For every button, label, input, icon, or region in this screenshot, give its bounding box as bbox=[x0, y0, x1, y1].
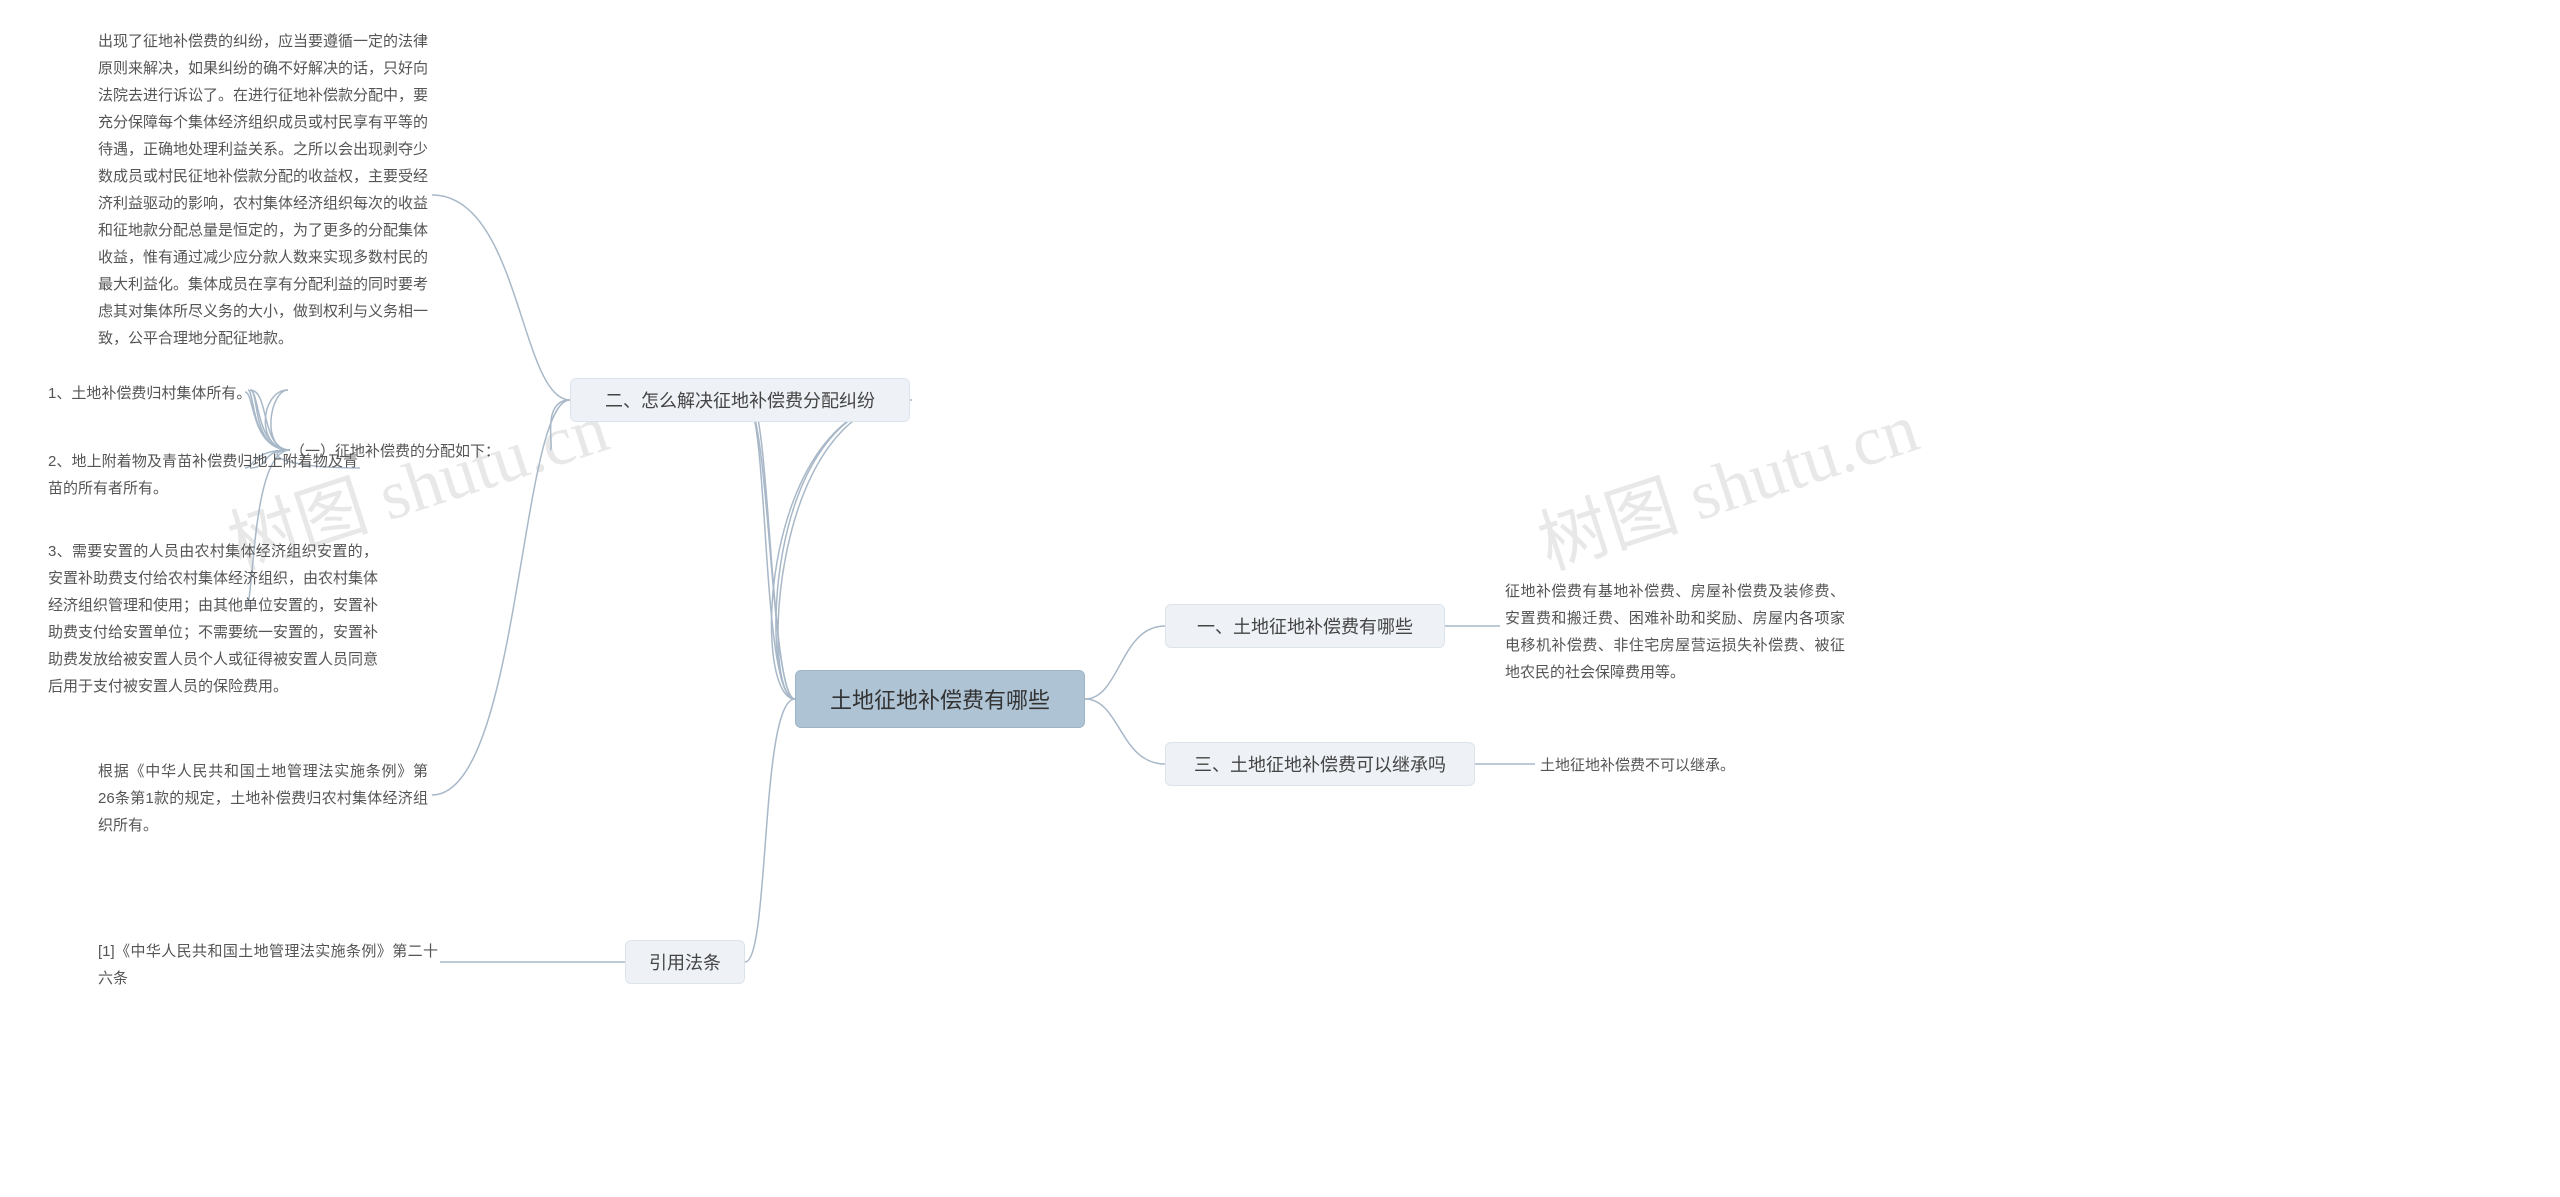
leaf-dist-1: 1、土地补偿费归村集体所有。 bbox=[48, 380, 288, 407]
leaf-section-1-text: 征地补偿费有基地补偿费、房屋补偿费及装修费、安置费和搬迁费、困难补助和奖励、房屋… bbox=[1505, 578, 1845, 686]
node-section-1: 一、土地征地补偿费有哪些 bbox=[1165, 604, 1445, 648]
node-citation: 引用法条 bbox=[625, 940, 745, 984]
root-node: 土地征地补偿费有哪些 bbox=[795, 670, 1085, 728]
leaf-citation-text: [1]《中华人民共和国土地管理法实施条例》第二十六条 bbox=[98, 938, 438, 992]
leaf-section-3-text: 土地征地补偿费不可以继承。 bbox=[1540, 752, 1800, 779]
leaf-dist-3: 3、需要安置的人员由农村集体经济组织安置的，安置补助费支付给农村集体经济组织，由… bbox=[48, 538, 378, 700]
leaf-dist-2: 2、地上附着物及青苗补偿费归地上附着物及青苗的所有者所有。 bbox=[48, 448, 358, 502]
node-section-2: 二、怎么解决征地补偿费分配纠纷 bbox=[570, 378, 910, 422]
node-section-3: 三、土地征地补偿费可以继承吗 bbox=[1165, 742, 1475, 786]
leaf-section-2-law: 根据《中华人民共和国土地管理法实施条例》第26条第1款的规定，土地补偿费归农村集… bbox=[98, 758, 428, 839]
watermark-2: 树图 shutu.cn bbox=[1524, 372, 1929, 589]
leaf-section-2-intro: 出现了征地补偿费的纠纷，应当要遵循一定的法律原则来解决，如果纠纷的确不好解决的话… bbox=[98, 28, 428, 352]
